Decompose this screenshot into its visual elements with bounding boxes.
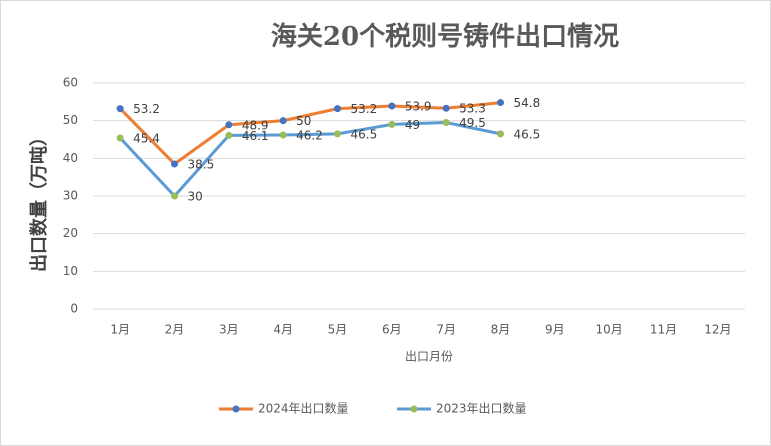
chart-title: 海关20个税则号铸件出口情况 (271, 22, 619, 52)
x-tick-label: 4月 (273, 323, 293, 337)
point (442, 119, 450, 127)
point (225, 121, 233, 129)
legend-marker (232, 405, 240, 413)
x-tick-label: 6月 (382, 323, 402, 337)
point (279, 117, 287, 125)
data-label: 53.2 (133, 102, 160, 116)
data-label: 49 (405, 118, 420, 132)
y-tick-label: 0 (70, 302, 78, 316)
point (225, 131, 233, 139)
series-line (119, 121, 501, 198)
point (334, 130, 341, 138)
data-label: 46.2 (296, 128, 323, 142)
point (171, 192, 178, 200)
point (497, 99, 504, 107)
y-axis-label: 出口数量（万吨） (28, 128, 50, 272)
x-tick-label: 11月 (650, 323, 677, 337)
y-tick-label: 10 (63, 264, 78, 278)
x-tick-label: 1月 (110, 323, 130, 337)
x-tick-label: 7月 (436, 323, 456, 337)
data-label: 54.8 (514, 96, 541, 110)
data-label: 53.2 (351, 102, 378, 116)
data-label: 38.5 (188, 157, 215, 171)
y-tick-label: 30 (63, 189, 78, 203)
point (388, 120, 396, 128)
data-label: 30 (188, 190, 203, 204)
data-label: 46.5 (351, 127, 378, 141)
data-label: 49.5 (459, 116, 486, 130)
data-label: 53.9 (405, 99, 432, 113)
x-axis-label: 出口月份 (405, 350, 453, 364)
point (116, 105, 124, 113)
legend-label: 2024年出口数量 (258, 401, 349, 416)
point (171, 160, 178, 168)
x-tick-label: 9月 (545, 323, 565, 337)
point (279, 131, 287, 139)
data-label: 45.4 (133, 131, 160, 145)
y-tick-label: 20 (63, 226, 78, 240)
y-tick-label: 40 (63, 151, 78, 165)
point (442, 104, 450, 112)
x-tick-label: 5月 (328, 323, 348, 337)
y-tick-label: 60 (63, 76, 78, 90)
x-tick-label: 8月 (491, 323, 511, 337)
point (388, 102, 396, 110)
data-label: 46.5 (514, 127, 541, 141)
x-tick-label: 3月 (219, 323, 239, 337)
point (497, 130, 504, 138)
x-tick-label: 2月 (165, 323, 185, 337)
x-tick-label: 10月 (596, 323, 623, 337)
point (334, 105, 341, 113)
legend-label: 2023年出口数量 (436, 401, 527, 416)
y-tick-label: 50 (63, 113, 78, 127)
data-label: 48.9 (242, 118, 269, 132)
data-label: 46.1 (242, 129, 269, 143)
data-label: 53.3 (459, 102, 486, 116)
series-line (119, 101, 501, 166)
legend-marker (410, 405, 418, 413)
data-label: 50 (296, 114, 311, 128)
point (116, 134, 124, 142)
x-tick-label: 12月 (704, 323, 731, 337)
